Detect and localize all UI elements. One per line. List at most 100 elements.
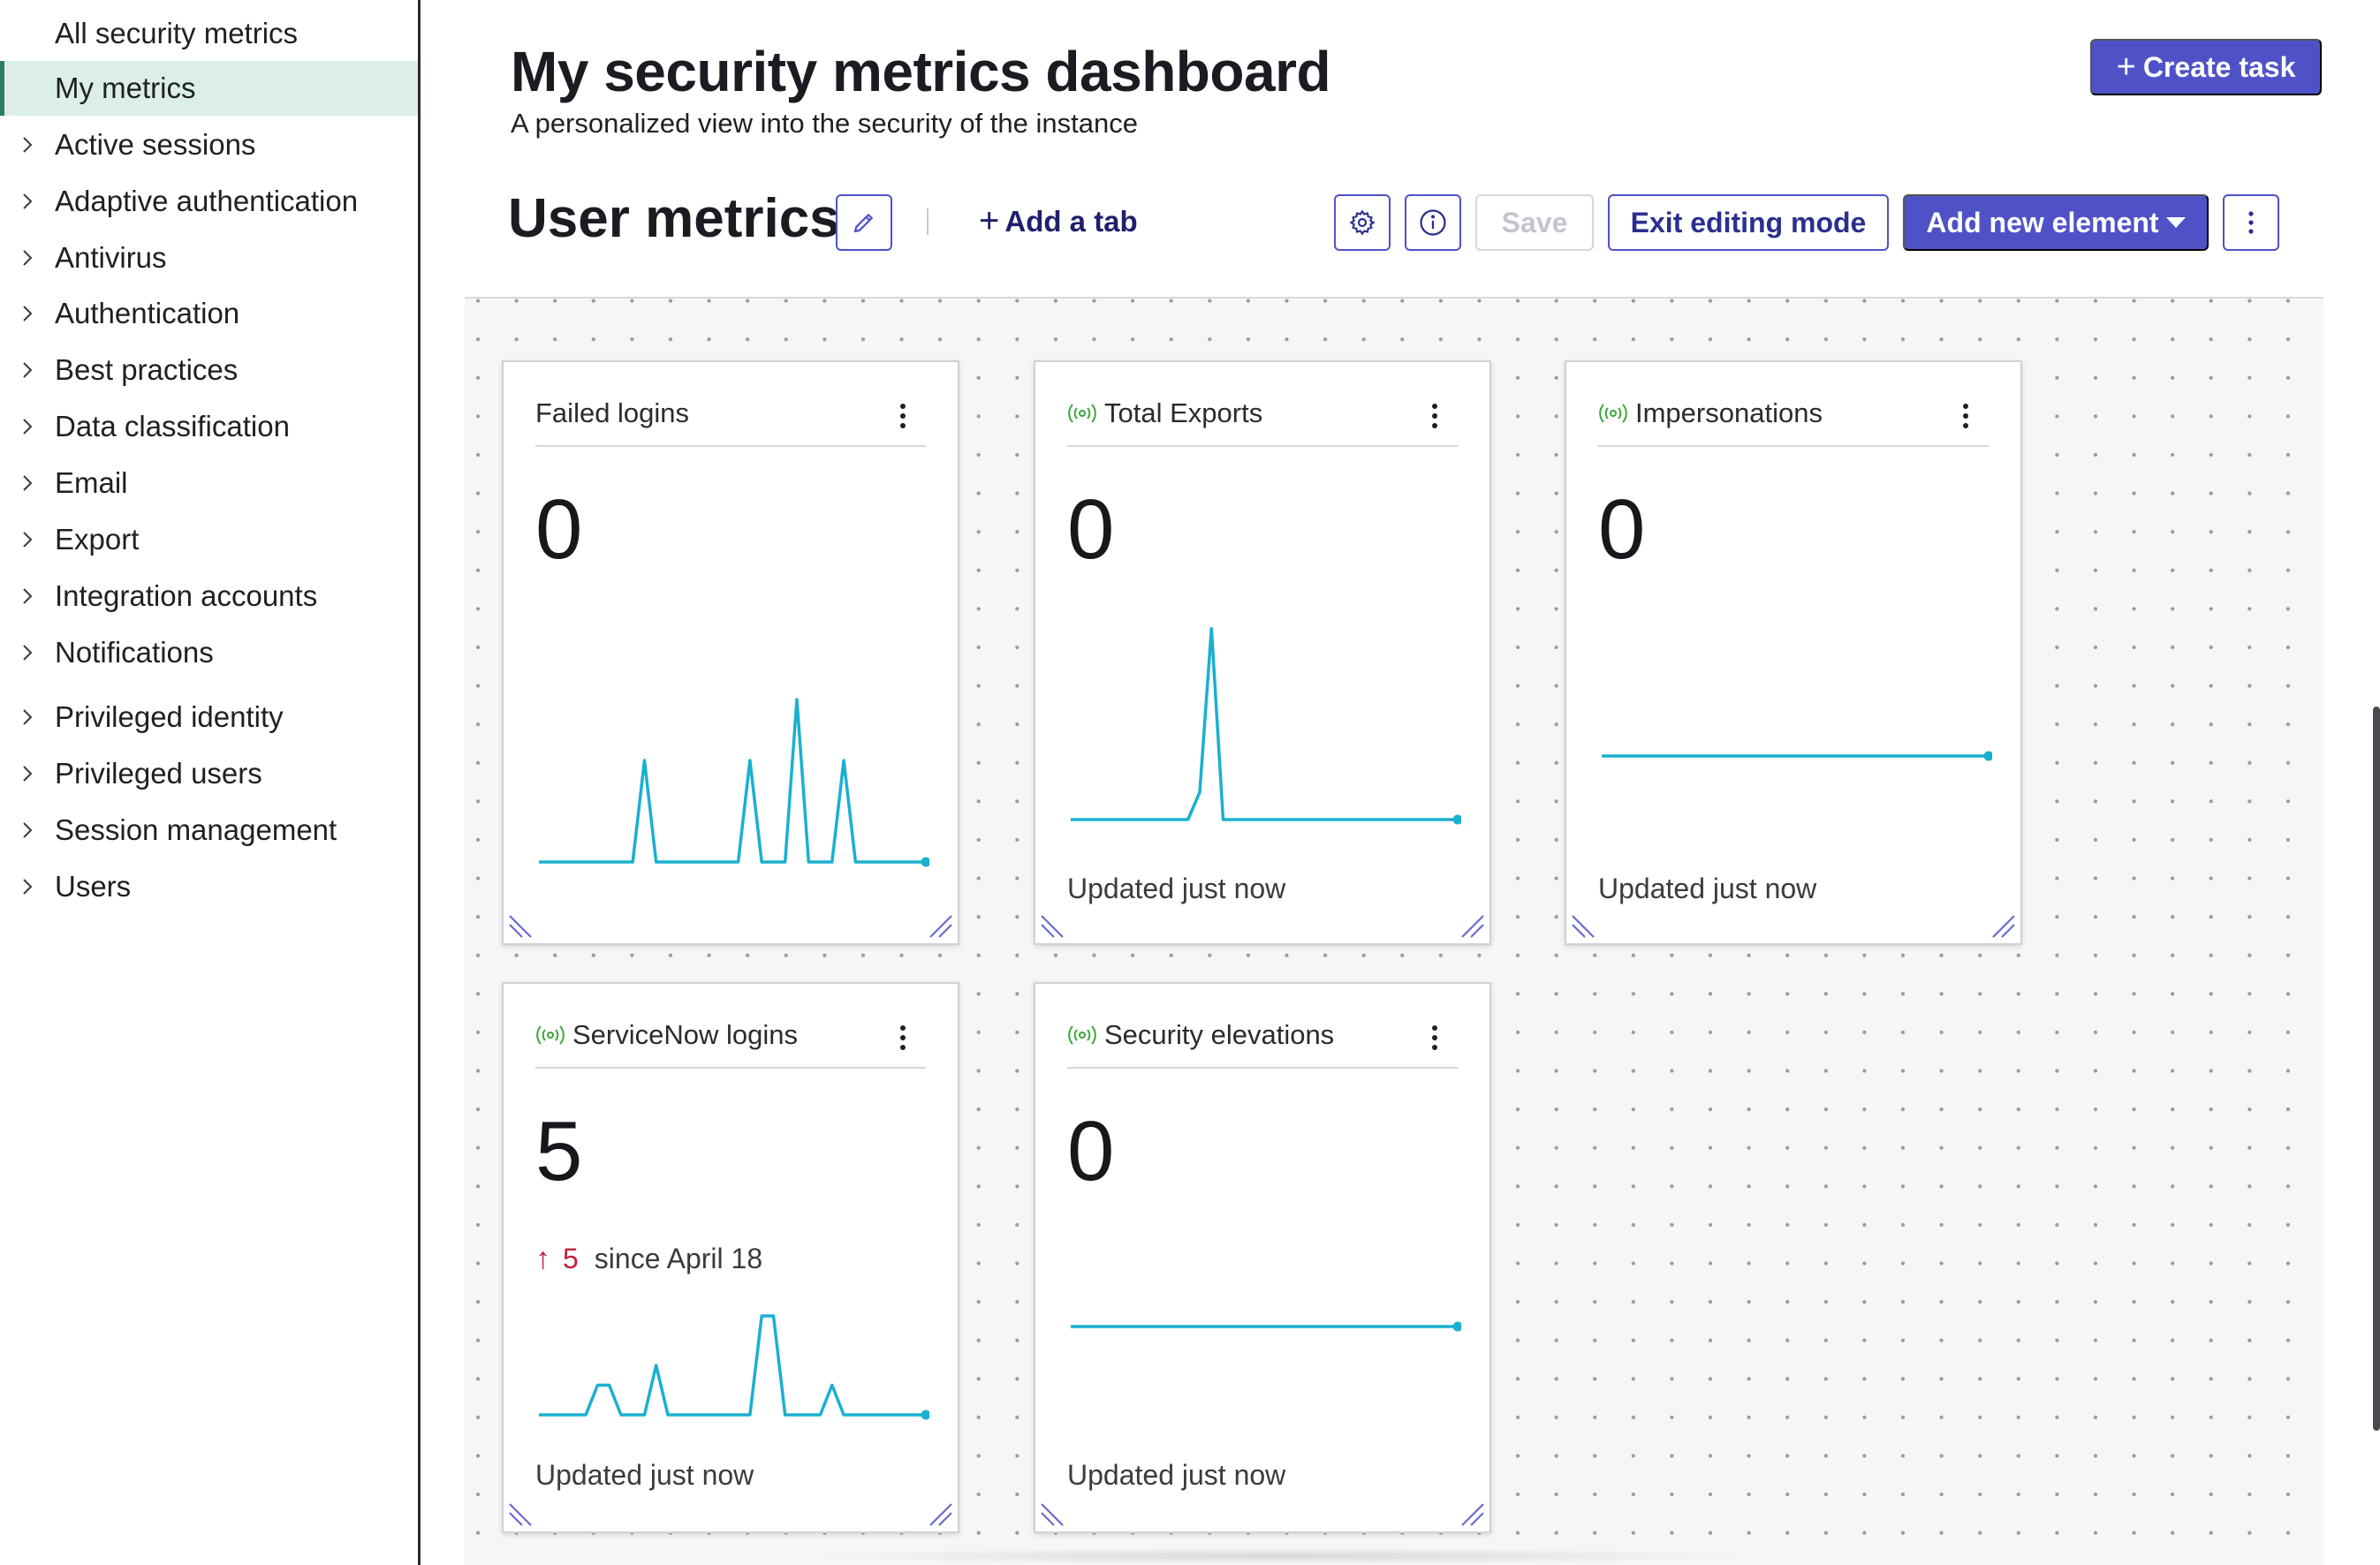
metric-value: 5	[535, 1104, 583, 1198]
add-tab-link[interactable]: + Add a tab	[979, 201, 1138, 241]
chevron-right-icon[interactable]	[18, 360, 37, 380]
chevron-right-icon[interactable]	[18, 820, 37, 840]
sidebar-item-label: Integration accounts	[55, 579, 318, 612]
pencil-icon	[853, 214, 873, 233]
sidebar-item-label: Privileged users	[55, 757, 262, 790]
sidebar-item[interactable]: Notifications	[0, 625, 418, 680]
live-broadcast-icon	[1068, 1025, 1096, 1045]
chevron-right-icon[interactable]	[18, 417, 37, 436]
arrow-up-icon: ↑	[535, 1242, 550, 1275]
sidebar-item[interactable]: Authentication	[0, 286, 418, 341]
edit-tab-button[interactable]	[836, 194, 892, 251]
sparkline-chart	[1071, 626, 1461, 825]
metric-card[interactable]: ServiceNow logins 5 ↑ 5 since April 18 Update…	[502, 982, 959, 1533]
add-new-element-button[interactable]: Add new element	[1903, 194, 2209, 251]
card-title: Total Exports	[1104, 397, 1263, 428]
metric-card[interactable]: Impersonations 0 Updated just now	[1565, 360, 2022, 945]
sidebar-item-label: Active sessions	[55, 128, 256, 161]
kebab-icon[interactable]	[1962, 403, 1969, 429]
resize-handle-icon[interactable]	[507, 913, 534, 940]
info-button[interactable]	[1405, 194, 1461, 251]
kebab-icon[interactable]	[1431, 403, 1438, 429]
sidebar-item-label: Privileged identity	[55, 700, 284, 733]
metric-delta: ↑ 5 since April 18	[535, 1242, 762, 1276]
chevron-right-icon[interactable]	[18, 643, 37, 662]
sidebar-item[interactable]: Export	[0, 512, 418, 567]
resize-handle-icon[interactable]	[928, 913, 954, 940]
sidebar-item-label: Notifications	[55, 636, 214, 669]
chevron-right-icon[interactable]	[18, 707, 37, 727]
chevron-right-icon[interactable]	[18, 586, 37, 606]
sidebar-item[interactable]: Session management	[0, 803, 418, 858]
sparkline-chart	[1071, 1321, 1461, 1332]
gear-icon	[1349, 209, 1376, 236]
exit-editing-mode-button[interactable]: Exit editing mode	[1608, 194, 1889, 251]
chevron-right-icon[interactable]	[18, 877, 37, 896]
kebab-icon[interactable]	[899, 403, 906, 429]
sidebar-item[interactable]: Privileged identity	[0, 690, 418, 745]
kebab-icon[interactable]	[1431, 1024, 1438, 1051]
chevron-right-icon[interactable]	[18, 192, 37, 211]
resize-handle-icon[interactable]	[1039, 913, 1065, 940]
metric-value: 0	[535, 482, 583, 577]
info-icon	[1420, 209, 1446, 236]
metric-card[interactable]: Failed logins 0	[502, 360, 959, 945]
sidebar-item-label: Email	[55, 466, 128, 499]
dashboard-canvas: Failed logins 0 Total Exports 0 Updated just…	[465, 299, 2323, 1565]
live-broadcast-icon	[1599, 404, 1627, 423]
card-header: Total Exports	[1067, 396, 1458, 447]
sidebar-item[interactable]: Users	[0, 859, 418, 914]
sidebar-item[interactable]: Best practices	[0, 343, 418, 397]
resize-handle-icon[interactable]	[1570, 913, 1596, 940]
sidebar: All security metrics My metrics Active ses…	[0, 0, 421, 1565]
sidebar-item[interactable]: Privileged users	[0, 746, 418, 801]
chevron-right-icon[interactable]	[18, 530, 37, 549]
sidebar-item-label: All security metrics	[55, 17, 299, 49]
chevron-right-icon[interactable]	[18, 135, 37, 155]
settings-button[interactable]	[1334, 194, 1391, 251]
chevron-right-icon[interactable]	[18, 764, 37, 783]
card-title: Impersonations	[1635, 397, 1823, 428]
more-options-button[interactable]	[2223, 194, 2279, 251]
sidebar-item[interactable]: Adaptive authentication	[0, 174, 418, 229]
resize-handle-icon[interactable]	[1039, 1501, 1065, 1528]
kebab-icon[interactable]	[899, 1024, 906, 1051]
sidebar-item-label: Antivirus	[55, 241, 167, 274]
sidebar-item[interactable]: Email	[0, 456, 418, 510]
toolbar-divider	[927, 208, 929, 235]
resize-handle-icon[interactable]	[1990, 913, 2017, 940]
chevron-right-icon[interactable]	[18, 473, 37, 493]
delta-label: since April 18	[594, 1243, 763, 1274]
save-button[interactable]: Save	[1475, 194, 1594, 251]
delta-value: 5	[563, 1243, 579, 1274]
sidebar-item-label: Data classification	[55, 410, 290, 442]
sparkline-end-point	[921, 1410, 929, 1420]
card-header: Security elevations	[1067, 1017, 1458, 1069]
card-header: Impersonations	[1598, 396, 1989, 447]
scrollbar-thumb[interactable]	[2373, 707, 2380, 1431]
tab-title: User metrics	[508, 188, 840, 249]
sidebar-item[interactable]: My metrics	[0, 61, 418, 116]
resize-handle-icon[interactable]	[1459, 1501, 1486, 1528]
create-task-button[interactable]: + Create task	[2090, 39, 2322, 95]
sidebar-item[interactable]: Integration accounts	[0, 569, 418, 624]
resize-handle-icon[interactable]	[507, 1501, 534, 1528]
page-title: My security metrics dashboard	[511, 40, 1331, 103]
create-task-label: Create task	[2142, 50, 2296, 83]
metric-card[interactable]: Total Exports 0 Updated just now	[1034, 360, 1491, 945]
updated-text: Updated just now	[1598, 873, 1817, 904]
sidebar-item[interactable]: Data classification	[0, 399, 418, 454]
sparkline-end-point	[921, 857, 929, 867]
updated-text: Updated just now	[1067, 873, 1286, 904]
sidebar-item[interactable]: Antivirus	[0, 231, 418, 285]
resize-handle-icon[interactable]	[928, 1501, 954, 1528]
metric-card[interactable]: Security elevations 0 Updated just now	[1034, 982, 1491, 1533]
sidebar-item[interactable]: All security metrics	[0, 6, 418, 61]
chevron-right-icon[interactable]	[18, 248, 37, 268]
sidebar-item[interactable]: Active sessions	[0, 117, 418, 172]
sparkline-end-point	[1452, 1321, 1461, 1332]
resize-handle-icon[interactable]	[1459, 913, 1486, 940]
metric-value: 0	[1067, 482, 1115, 577]
sidebar-item-label: Session management	[55, 813, 337, 846]
chevron-right-icon[interactable]	[18, 304, 37, 323]
